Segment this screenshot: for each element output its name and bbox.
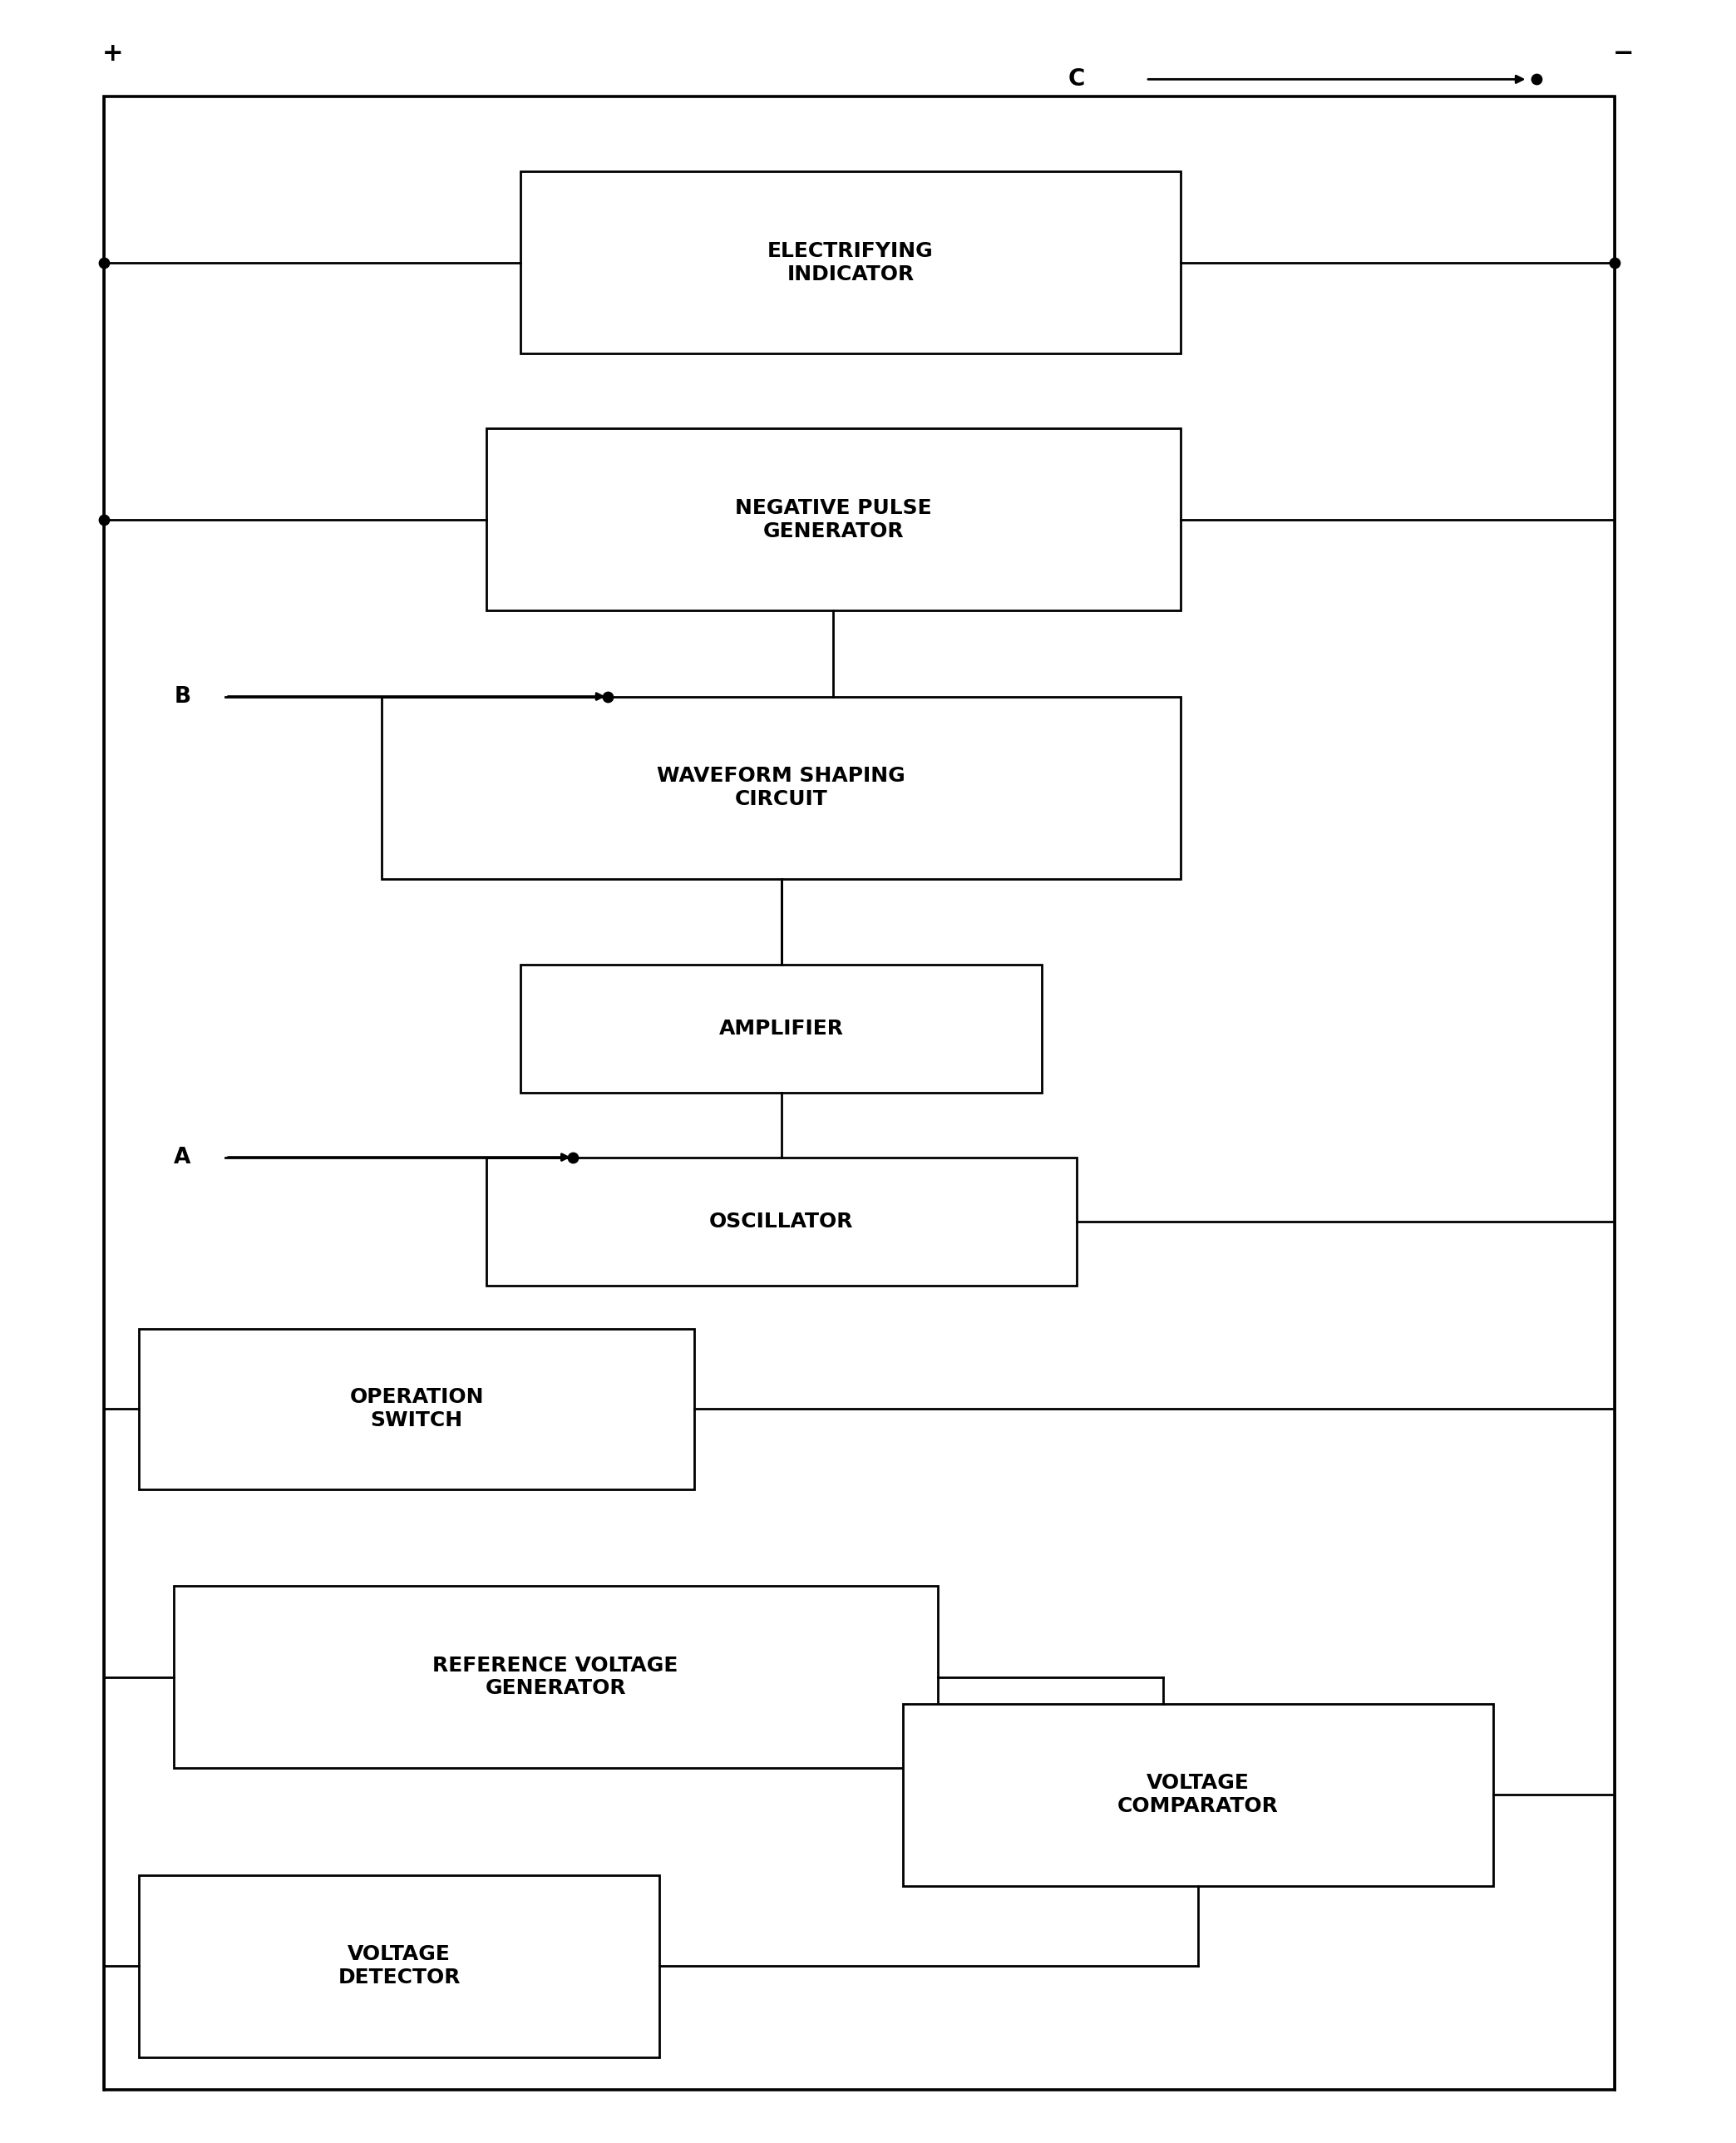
Point — [559, 1140, 587, 1174]
Text: C: C — [1068, 69, 1085, 90]
Point — [1522, 62, 1550, 96]
Text: A: A — [174, 1147, 191, 1168]
Text: OSCILLATOR: OSCILLATOR — [708, 1211, 854, 1232]
Point — [90, 504, 118, 538]
Text: ELECTRIFYING
INDICATOR: ELECTRIFYING INDICATOR — [767, 240, 934, 285]
FancyBboxPatch shape — [486, 1157, 1076, 1286]
FancyBboxPatch shape — [521, 171, 1180, 354]
FancyBboxPatch shape — [903, 1704, 1493, 1886]
Text: VOLTAGE
DETECTOR: VOLTAGE DETECTOR — [339, 1944, 460, 1989]
Text: AMPLIFIER: AMPLIFIER — [719, 1018, 844, 1039]
FancyBboxPatch shape — [139, 1875, 660, 2057]
Point — [90, 246, 118, 281]
Text: −: − — [1613, 41, 1634, 66]
Text: WAVEFORM SHAPING
CIRCUIT: WAVEFORM SHAPING CIRCUIT — [656, 765, 906, 810]
FancyBboxPatch shape — [382, 696, 1180, 879]
FancyBboxPatch shape — [139, 1329, 694, 1489]
Point — [1601, 246, 1628, 281]
Text: NEGATIVE PULSE
GENERATOR: NEGATIVE PULSE GENERATOR — [734, 497, 932, 542]
Text: +: + — [102, 41, 123, 66]
FancyBboxPatch shape — [521, 964, 1042, 1093]
Text: OPERATION
SWITCH: OPERATION SWITCH — [349, 1387, 484, 1432]
FancyBboxPatch shape — [174, 1586, 937, 1768]
Point — [594, 679, 621, 714]
Text: REFERENCE VOLTAGE
GENERATOR: REFERENCE VOLTAGE GENERATOR — [432, 1654, 679, 1699]
Text: B: B — [174, 686, 191, 707]
Text: VOLTAGE
COMPARATOR: VOLTAGE COMPARATOR — [1118, 1772, 1278, 1817]
FancyBboxPatch shape — [486, 429, 1180, 611]
